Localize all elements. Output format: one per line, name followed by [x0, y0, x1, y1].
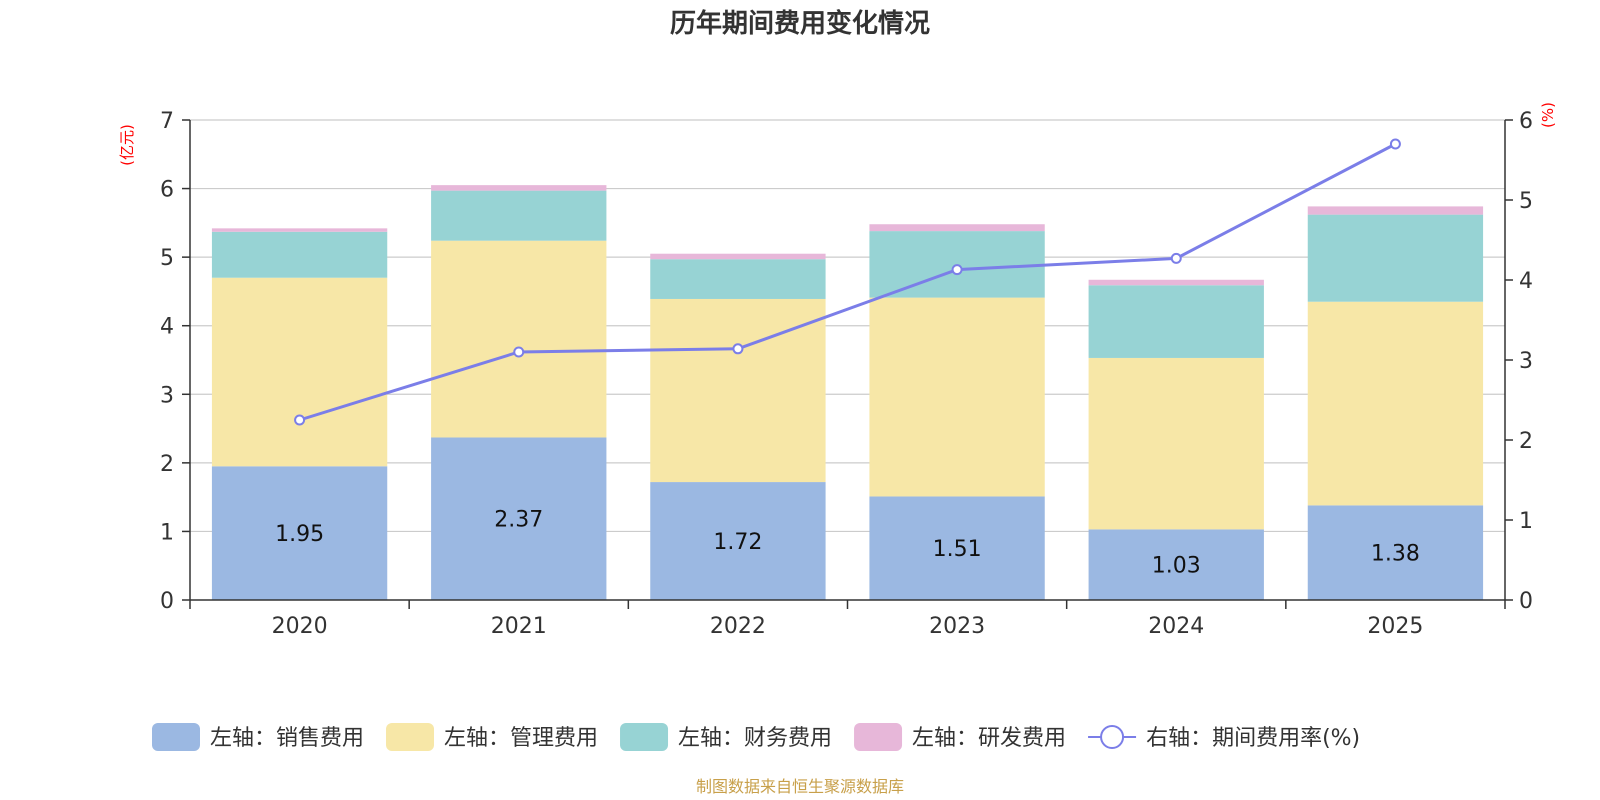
right-tick-label: 2: [1519, 429, 1533, 454]
axes: 0 1 2 3 4 5 6 7 0 1 2 3 4 5 6 2020 2021 2022 2023 2024 2025: [160, 109, 1533, 639]
legend-label: 左轴：研发费用: [912, 726, 1066, 751]
bar-segment: [211, 466, 388, 600]
line-point: [732, 343, 744, 355]
bar-segment: [1088, 529, 1264, 600]
legend-marker-icon: [1100, 725, 1125, 749]
line-path: [299, 142, 1397, 422]
legend-item: 左轴：研发费用: [854, 723, 1066, 751]
legend-swatch: [854, 723, 903, 751]
bar-segment: [211, 277, 388, 467]
bar-segment: [650, 482, 826, 600]
bar-segment: [431, 190, 607, 241]
bar-segment: [431, 185, 607, 191]
legend-item: 左轴：销售费用: [152, 723, 364, 751]
left-tick-label: 6: [160, 178, 174, 203]
left-tick-label: 0: [160, 589, 174, 614]
bar-segment: [650, 298, 826, 483]
bar-segment: [869, 496, 1045, 600]
bar-segment: [1307, 301, 1484, 506]
left-tick-label: 2: [160, 452, 174, 477]
bar-value-label: 1.38: [1371, 542, 1420, 567]
x-tick-label: 2023: [929, 614, 985, 639]
right-tick-label: 5: [1519, 189, 1533, 214]
bar-value-label: 1.51: [933, 537, 982, 562]
bar-segment: [1307, 206, 1484, 215]
bar-value-label: 1.72: [713, 530, 762, 555]
bar-segment: [1088, 357, 1264, 530]
line-point: [513, 346, 525, 358]
bar-segment: [431, 437, 607, 600]
x-tick-label: 2020: [272, 614, 328, 639]
right-tick-label: 0: [1519, 589, 1533, 614]
left-axis-unit: (亿元): [118, 124, 136, 166]
data-source: 制图数据来自恒生聚源数据库: [696, 777, 904, 796]
x-tick-label: 2022: [710, 614, 766, 639]
right-axis-unit: (%): [1539, 102, 1557, 128]
x-tick-label: 2025: [1367, 614, 1423, 639]
line-point: [951, 264, 963, 276]
left-tick-label: 5: [160, 246, 174, 271]
bar-segment: [1088, 285, 1264, 358]
legend-item: 右轴：期间费用率(%): [1088, 725, 1360, 751]
x-tick-label: 2024: [1148, 614, 1204, 639]
bar-value-label: 1.95: [275, 522, 324, 547]
bar-segment: [650, 253, 826, 260]
legend-label: 右轴：期间费用率(%): [1146, 726, 1360, 751]
right-tick-label: 6: [1519, 109, 1533, 134]
bar-segment: [1307, 505, 1484, 600]
line-point: [294, 414, 306, 426]
chart-title: 历年期间费用变化情况: [670, 8, 930, 39]
legend-swatch: [152, 723, 200, 751]
right-tick-label: 3: [1519, 349, 1533, 374]
bar-segment: [869, 224, 1045, 232]
bar-segment: [1307, 214, 1484, 302]
legend-swatch: [386, 723, 435, 751]
x-tick-label: 2021: [491, 614, 547, 639]
bars: 1.95 2.37 1.72 1.51 1.03 1.38: [211, 185, 1484, 600]
bar-segment: [431, 240, 607, 438]
left-tick-label: 3: [160, 383, 174, 408]
grid: [190, 119, 1505, 533]
legend-label: 左轴：财务费用: [678, 726, 832, 751]
legend-label: 左轴：销售费用: [210, 726, 364, 751]
bar-segment: [650, 259, 826, 299]
legend-item: 左轴：管理费用: [386, 723, 598, 751]
left-tick-label: 4: [160, 315, 174, 340]
line-series: [294, 138, 1401, 426]
legend-swatch: [620, 723, 669, 751]
line-point: [1389, 138, 1401, 150]
bar-value-label: 1.03: [1152, 554, 1201, 579]
left-tick-label: 1: [160, 520, 174, 545]
bar-value-label: 2.37: [494, 508, 543, 533]
line-point: [1170, 252, 1182, 264]
legend-label: 左轴：管理费用: [444, 726, 598, 751]
legend: 左轴：销售费用 左轴：管理费用 左轴：财务费用 左轴：研发费用 右轴：期间费用率(%): [152, 723, 1360, 751]
bar-segment: [869, 297, 1045, 497]
right-tick-label: 1: [1519, 509, 1533, 534]
bar-segment: [1088, 279, 1264, 286]
legend-item: 左轴：财务费用: [620, 723, 832, 751]
bar-segment: [211, 228, 388, 232]
right-tick-label: 4: [1519, 269, 1533, 294]
left-tick-label: 7: [160, 109, 174, 134]
bar-segment: [211, 231, 388, 278]
